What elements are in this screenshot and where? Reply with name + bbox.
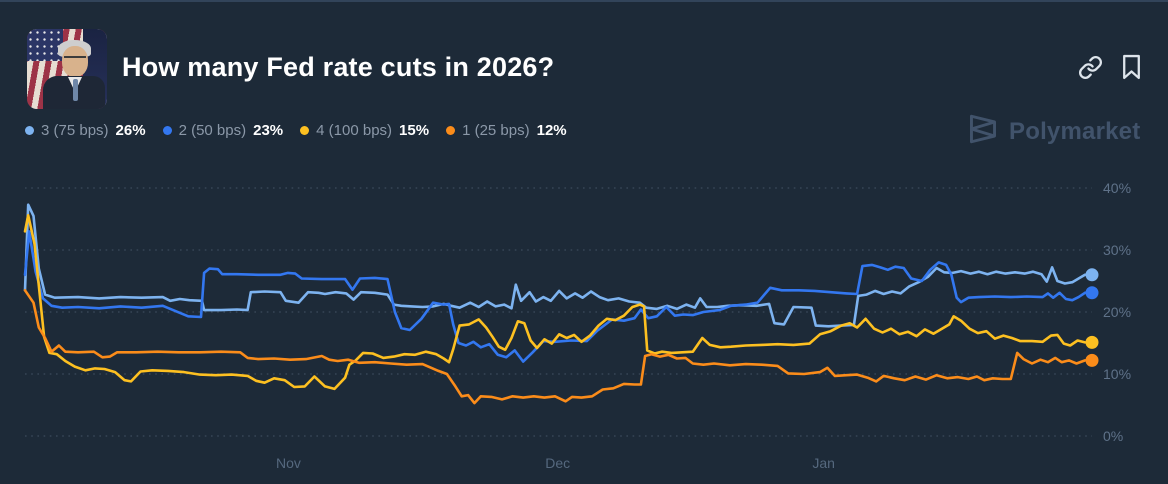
- x-axis-label-jan: Jan: [812, 455, 835, 471]
- series-end-dot-2: [1085, 286, 1099, 300]
- header-actions: [1078, 54, 1142, 80]
- legend-label: 1 (25 bps): [462, 122, 530, 139]
- x-axis-label-nov: Nov: [276, 455, 301, 471]
- person-head: [62, 46, 88, 77]
- copy-link-icon[interactable]: [1078, 55, 1103, 80]
- person-glasses: [64, 56, 86, 64]
- legend-label: 3 (75 bps): [41, 122, 109, 139]
- polymarket-logo: [966, 112, 1000, 151]
- series-end-dot-1: [1085, 268, 1099, 282]
- outcome-legend: 3 (75 bps) 26% 2 (50 bps) 23% 4 (100 bps) 15%…: [25, 122, 567, 139]
- legend-dot-icon: [25, 126, 34, 135]
- person-tie: [73, 79, 78, 101]
- market-avatar[interactable]: [27, 29, 107, 109]
- legend-value: 23%: [253, 122, 284, 139]
- y-axis-label-30: 30%: [1103, 242, 1132, 258]
- flag-canton: [27, 29, 63, 61]
- series-end-dot-4: [1085, 353, 1099, 367]
- legend-value: 12%: [536, 122, 567, 139]
- y-axis-label-40: 40%: [1103, 180, 1132, 196]
- x-axis-label-dec: Dec: [545, 455, 571, 471]
- series-line-1: [23, 203, 1087, 328]
- legend-item-4[interactable]: 1 (25 bps) 12%: [446, 122, 567, 139]
- series-line-3: [23, 214, 1087, 391]
- y-axis-label-10: 10%: [1103, 366, 1132, 382]
- legend-label: 4 (100 bps): [316, 122, 393, 139]
- legend-item-3[interactable]: 4 (100 bps) 15%: [300, 122, 429, 139]
- legend-dot-icon: [162, 126, 172, 135]
- legend-value: 26%: [115, 122, 146, 139]
- series-end-dot-3: [1085, 335, 1099, 349]
- series-line-2: [23, 230, 1087, 363]
- legend-item-1[interactable]: 3 (75 bps) 26%: [25, 122, 146, 139]
- polymarket-watermark: Polymarket: [966, 112, 1140, 151]
- series-line-4: [23, 289, 1087, 405]
- legend-dot-icon: [446, 126, 456, 135]
- page-title: How many Fed rate cuts in 2026?: [122, 52, 555, 82]
- y-axis-label-0: 0%: [1103, 428, 1124, 444]
- y-axis-label-20: 20%: [1103, 304, 1132, 320]
- bookmark-icon[interactable]: [1121, 54, 1142, 80]
- legend-label: 2 (50 bps): [178, 122, 247, 139]
- legend-value: 15%: [399, 122, 430, 139]
- legend-item-2[interactable]: 2 (50 bps) 23%: [162, 122, 284, 139]
- polymarket-wordmark: Polymarket: [1009, 117, 1141, 145]
- legend-dot-icon: [300, 126, 310, 135]
